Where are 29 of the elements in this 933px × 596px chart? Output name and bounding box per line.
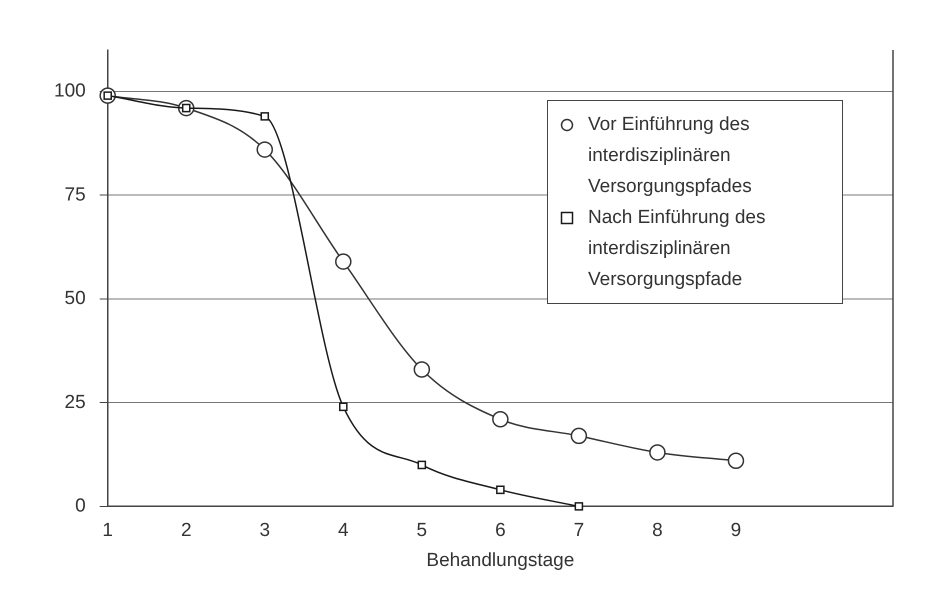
x-tick-label: 7: [574, 520, 584, 542]
x-axis-title: Behandlungstage: [426, 550, 574, 571]
point: [649, 444, 666, 461]
point: [492, 411, 509, 428]
x-tick-label: 9: [730, 520, 742, 542]
x-tick-label: 5: [416, 520, 428, 542]
point: [574, 502, 584, 511]
y-tick-label: 0: [75, 496, 86, 517]
point: [260, 112, 270, 121]
point: [339, 402, 348, 412]
y-tick-label: 50: [64, 288, 86, 310]
point: [335, 253, 352, 270]
y-tick-label: 100: [54, 80, 86, 102]
y-tick-label: 75: [64, 184, 86, 206]
legend-label: Nach Einführung des interdisziplinären Versorgungspfade: [588, 206, 766, 292]
x-tick-label: 4: [338, 520, 349, 542]
x-tick-label: 1: [102, 520, 113, 542]
point: [256, 141, 274, 158]
y-tick-label: 25: [64, 392, 86, 413]
legend-label: Vor Einführung des interdisziplinären Versorgungspfades: [588, 113, 753, 199]
point: [414, 361, 430, 378]
x-tick-label: 6: [495, 520, 506, 542]
point: [728, 452, 744, 470]
point: [418, 460, 426, 470]
point: [570, 428, 588, 444]
x-tick-label: 3: [259, 520, 270, 542]
x-tick-label: 2: [180, 520, 192, 542]
x-tick-label: 8: [652, 520, 663, 542]
point: [496, 486, 505, 494]
